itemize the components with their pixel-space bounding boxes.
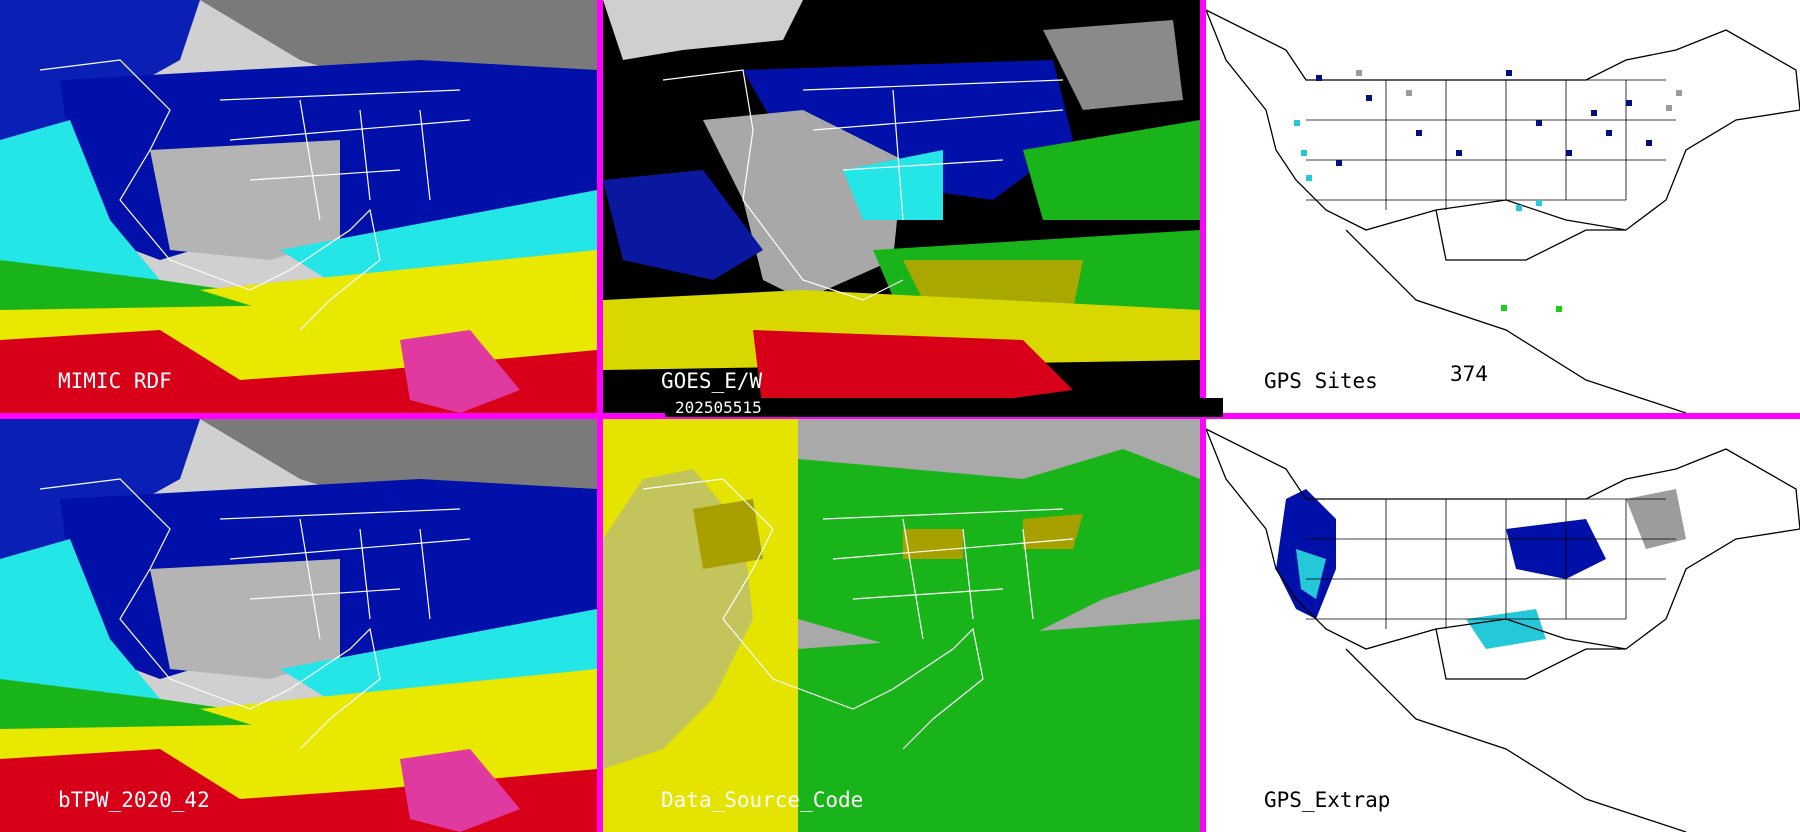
goes-panel: GOES_E/W xyxy=(603,0,1200,413)
data-source-panel: Data_Source_Code xyxy=(603,419,1200,832)
btpw-panel: bTPW_2020_42 xyxy=(0,419,597,832)
panel-label: MIMIC RDF xyxy=(58,369,172,393)
gps-extrap-map xyxy=(1206,419,1800,832)
goes-map xyxy=(603,0,1200,413)
date-bar: 202505515 xyxy=(665,398,1223,417)
gps-sites-map xyxy=(1206,0,1800,413)
panel-label: GPS_Extrap xyxy=(1264,788,1391,812)
data-source-map xyxy=(603,419,1200,832)
mimic-rdf-panel: MIMIC RDF xyxy=(0,0,597,413)
panel-label: GPS Sites xyxy=(1264,369,1378,393)
panel-label: bTPW_2020_42 xyxy=(58,788,210,812)
gps-site-count: 374 xyxy=(1450,362,1488,386)
mimic-rdf-map xyxy=(0,0,597,413)
btpw-map xyxy=(0,419,597,832)
panel-label: Data_Source_Code xyxy=(661,788,864,812)
gps-sites-panel: GPS Sites xyxy=(1206,0,1800,413)
panel-label: GOES_E/W xyxy=(661,369,763,393)
gps-extrap-panel: GPS_Extrap xyxy=(1206,419,1800,832)
